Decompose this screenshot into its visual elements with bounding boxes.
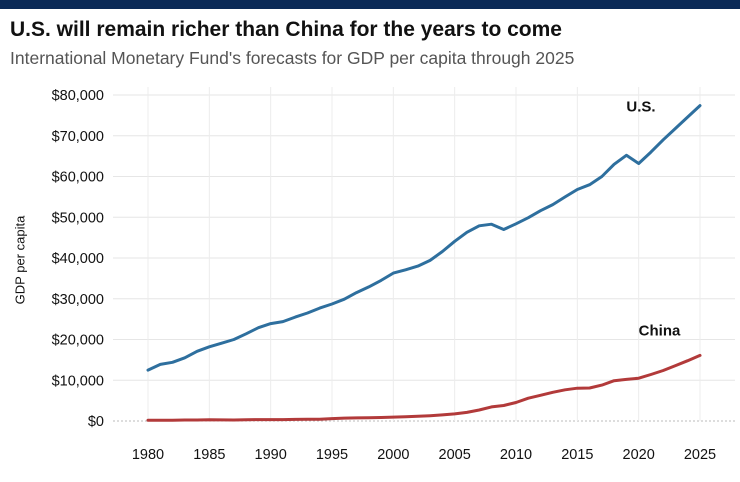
- series-annotation: China: [639, 322, 681, 339]
- x-tick-label: 1985: [193, 447, 225, 463]
- y-tick-label: $60,000: [52, 170, 104, 186]
- y-tick-label: $30,000: [52, 292, 104, 308]
- y-tick-label: $80,000: [52, 88, 104, 104]
- series-annotations: U.S. China: [626, 98, 681, 339]
- x-tick-label: 2000: [377, 447, 409, 463]
- y-tick-label: $50,000: [52, 210, 104, 226]
- y-tick-label: $20,000: [52, 333, 104, 349]
- x-tick-label: 2005: [439, 447, 471, 463]
- y-axis-ticks: $0 $10,000 $20,000 $30,000 $40,000 $50,000 $60…: [52, 88, 104, 430]
- y-tick-label: $40,000: [52, 251, 104, 267]
- x-axis-ticks: 1980 1985 1990 1995 2000 2005 2010 2015 2020 2025: [132, 447, 716, 463]
- x-tick-label: 1980: [132, 447, 164, 463]
- x-tick-label: 2010: [500, 447, 532, 463]
- x-tick-label: 2025: [684, 447, 716, 463]
- y-tick-label: $70,000: [52, 129, 104, 145]
- x-tick-label: 2020: [623, 447, 655, 463]
- chart-title: U.S. will remain richer than China for t…: [10, 18, 562, 41]
- chart-subtitle: International Monetary Fund's forecasts …: [10, 48, 575, 68]
- gridlines: [113, 87, 735, 422]
- series-lines: [146, 104, 702, 422]
- y-tick-label: $10,000: [52, 373, 104, 389]
- series-line-u-s: [146, 104, 702, 372]
- x-tick-label: 2015: [561, 447, 593, 463]
- series-line-china: [146, 353, 702, 422]
- top-accent-bar: [0, 0, 740, 9]
- x-tick-label: 1990: [255, 447, 287, 463]
- series-annotation: U.S.: [626, 98, 655, 115]
- x-tick-label: 1995: [316, 447, 348, 463]
- y-tick-label: $0: [88, 414, 104, 430]
